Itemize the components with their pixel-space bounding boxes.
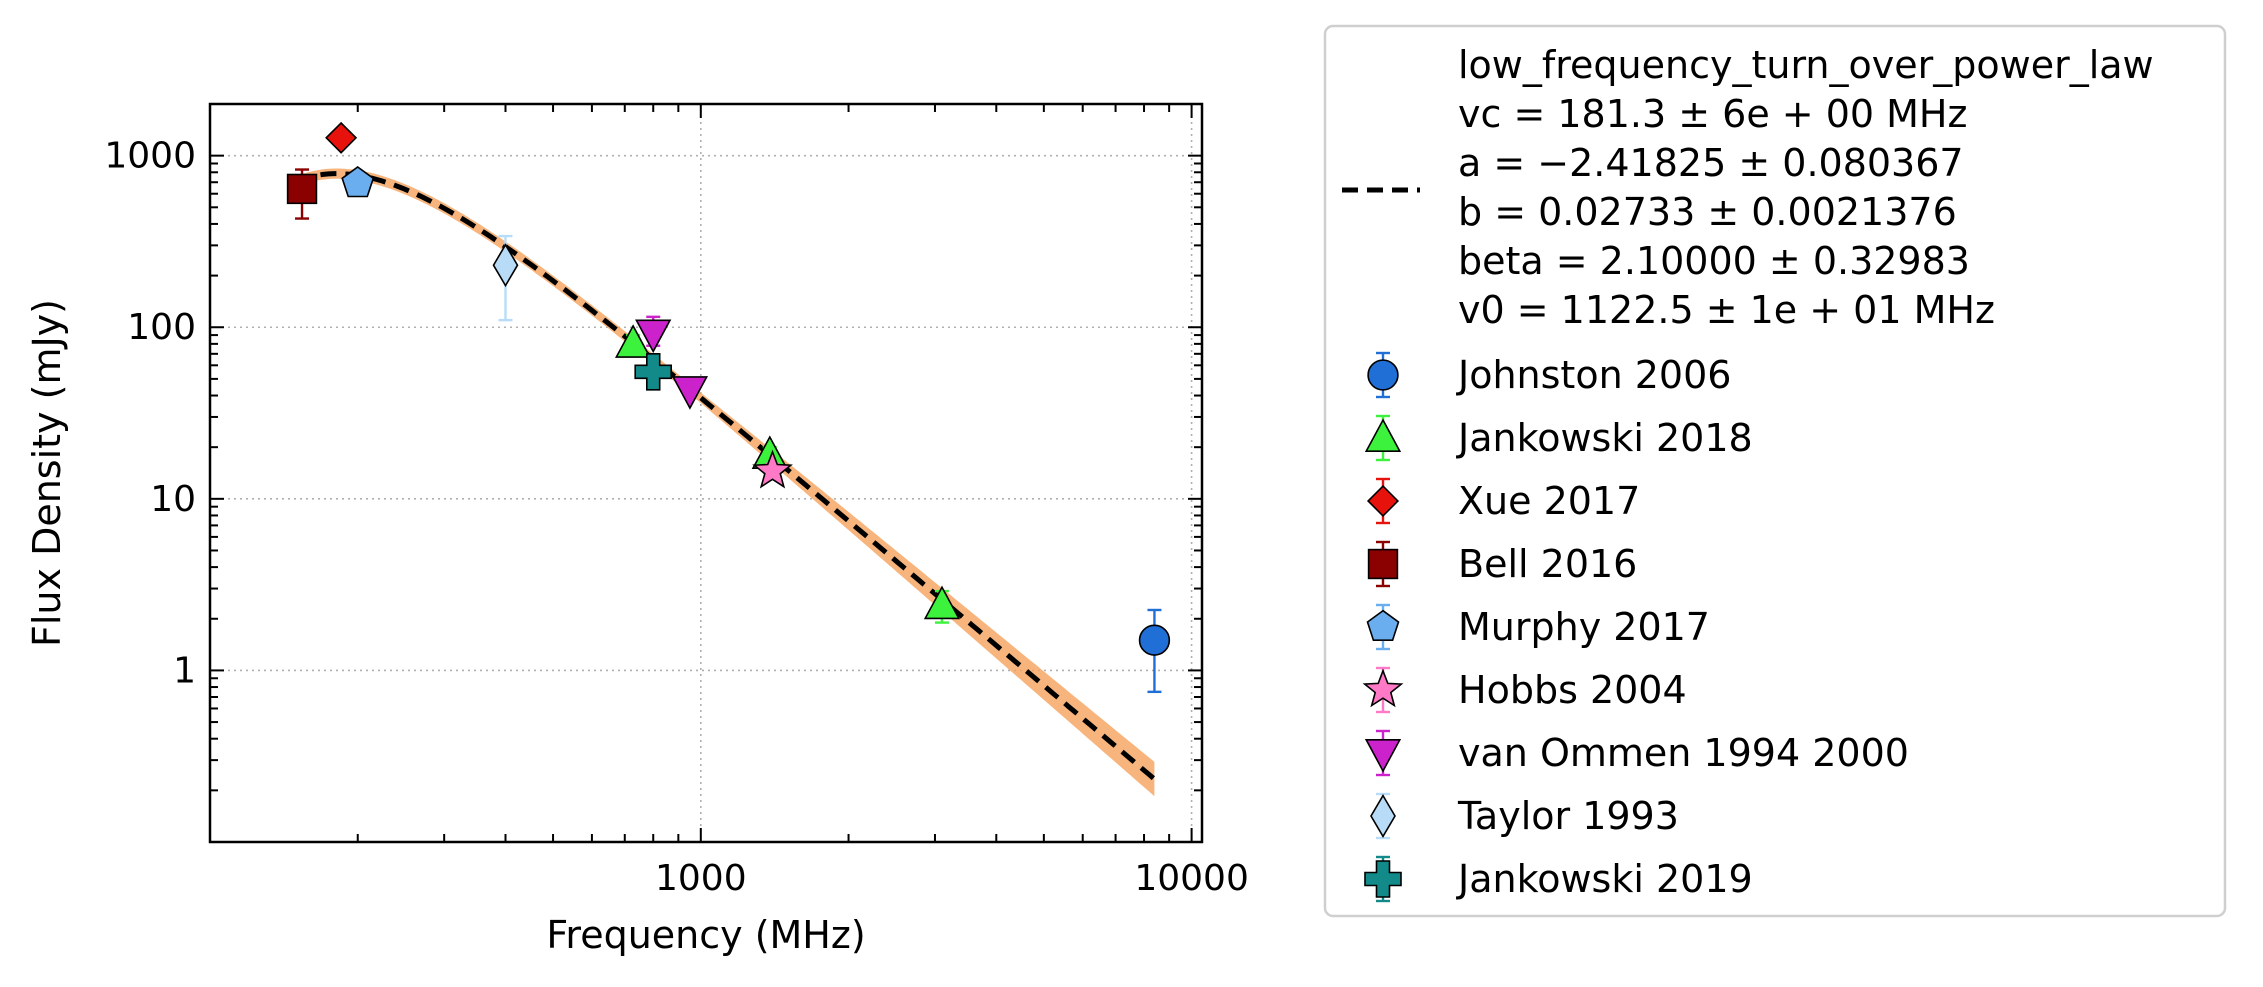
- legend-entry: van Ommen 1994 2000: [1364, 729, 1909, 777]
- legend-entry: Murphy 2017: [1366, 603, 1710, 651]
- legend-marker: [1364, 418, 1402, 453]
- series-murphy-2017: [341, 166, 375, 198]
- legend-marker: [1370, 794, 1396, 838]
- series-hobbs-2004: [752, 449, 793, 489]
- fit-uncertainty-band-layer: [296, 168, 1155, 797]
- legend-entry: Bell 2016: [1367, 540, 1637, 588]
- data-point: [1138, 624, 1171, 656]
- fit-curve-layer: [295, 171, 1157, 781]
- data-point: [492, 243, 519, 288]
- legend-marker: [1366, 484, 1400, 518]
- data-point: [341, 166, 375, 198]
- legend-fit-param-vc: vc = 181.3 ± 6e + 00 MHz: [1458, 92, 1967, 136]
- y-axis-label: Flux Density (mJy): [25, 299, 69, 647]
- legend-entry: Johnston 2006: [1367, 351, 1731, 399]
- y-tick-label: 10: [150, 479, 196, 520]
- x-tick-label: 10000: [1134, 858, 1249, 899]
- fit-curve: [295, 171, 1157, 781]
- legend-marker: [1364, 860, 1402, 898]
- data-point: [752, 449, 793, 489]
- data-point: [671, 376, 709, 410]
- series-johnston-2006: [1138, 608, 1171, 694]
- legend-fit-param-v0: v0 = 1122.5 ± 1e + 01 MHz: [1458, 288, 1995, 332]
- series-bell-2016: [286, 168, 318, 220]
- legend-marker: [1364, 738, 1402, 773]
- legend-fit-param-b: b = 0.02733 ± 0.0021376: [1458, 190, 1957, 234]
- axis-tick-labels: 1000 10000 1 10 100 1000: [104, 136, 1248, 899]
- legend-fit-param-a: a = −2.41825 ± 0.080367: [1458, 141, 1964, 185]
- legend-fit-param-beta: beta = 2.10000 ± 0.32983: [1458, 239, 1970, 283]
- y-tick-label: 1: [173, 650, 196, 691]
- legend-label: Xue 2017: [1458, 479, 1640, 523]
- legend-marker: [1362, 668, 1404, 708]
- series-taylor-1993: [492, 234, 519, 322]
- y-tick-label: 1000: [104, 136, 196, 177]
- legend-entry: Hobbs 2004: [1362, 666, 1687, 714]
- legend-label: Hobbs 2004: [1458, 668, 1687, 712]
- series-xue-2017: [325, 121, 358, 154]
- legend-marker: [1367, 359, 1399, 391]
- x-tick-label: 1000: [655, 858, 747, 899]
- legend-frame: [1323, 24, 2227, 918]
- legend-label: Jankowski 2019: [1456, 857, 1753, 901]
- legend-entry: Jankowski 2018: [1364, 414, 1753, 462]
- legend-marker: [1366, 609, 1400, 642]
- x-axis-label: Frequency (MHz): [546, 913, 865, 957]
- legend-label: Murphy 2017: [1458, 605, 1710, 649]
- data-point: [923, 585, 961, 620]
- legend-label: Taylor 1993: [1457, 794, 1679, 838]
- data-point: [614, 324, 652, 358]
- y-tick-label: 100: [127, 307, 196, 348]
- legend: low_frequency_turn_over_power_law vc = 1…: [1323, 24, 2227, 918]
- legend-series-entries: Johnston 2006 Jankowski 2018 Xue 2017 Bell …: [1362, 351, 1909, 903]
- data-point: [635, 319, 672, 354]
- fit-uncertainty-band: [296, 168, 1155, 797]
- data-point: [286, 173, 318, 205]
- series-van-ommen-1994-2000: [635, 315, 709, 410]
- legend-label: Jankowski 2018: [1456, 416, 1753, 460]
- data-point: [634, 352, 673, 391]
- data-points-layer: [286, 121, 1171, 694]
- legend-label: Johnston 2006: [1456, 353, 1731, 397]
- legend-entry: Jankowski 2019: [1364, 855, 1753, 903]
- legend-label: Bell 2016: [1458, 542, 1637, 586]
- plot-frame: [208, 102, 1204, 844]
- legend-marker: [1367, 548, 1399, 580]
- grid-lines: [210, 104, 1202, 842]
- axis-ticks: [209, 103, 1202, 843]
- legend-entry: Xue 2017: [1366, 477, 1640, 525]
- series-jankowski-2019: [634, 352, 673, 391]
- legend-label: van Ommen 1994 2000: [1458, 731, 1909, 775]
- data-point: [325, 121, 358, 154]
- legend-fit-name: low_frequency_turn_over_power_law: [1458, 43, 2154, 87]
- legend-entry: Taylor 1993: [1370, 792, 1679, 840]
